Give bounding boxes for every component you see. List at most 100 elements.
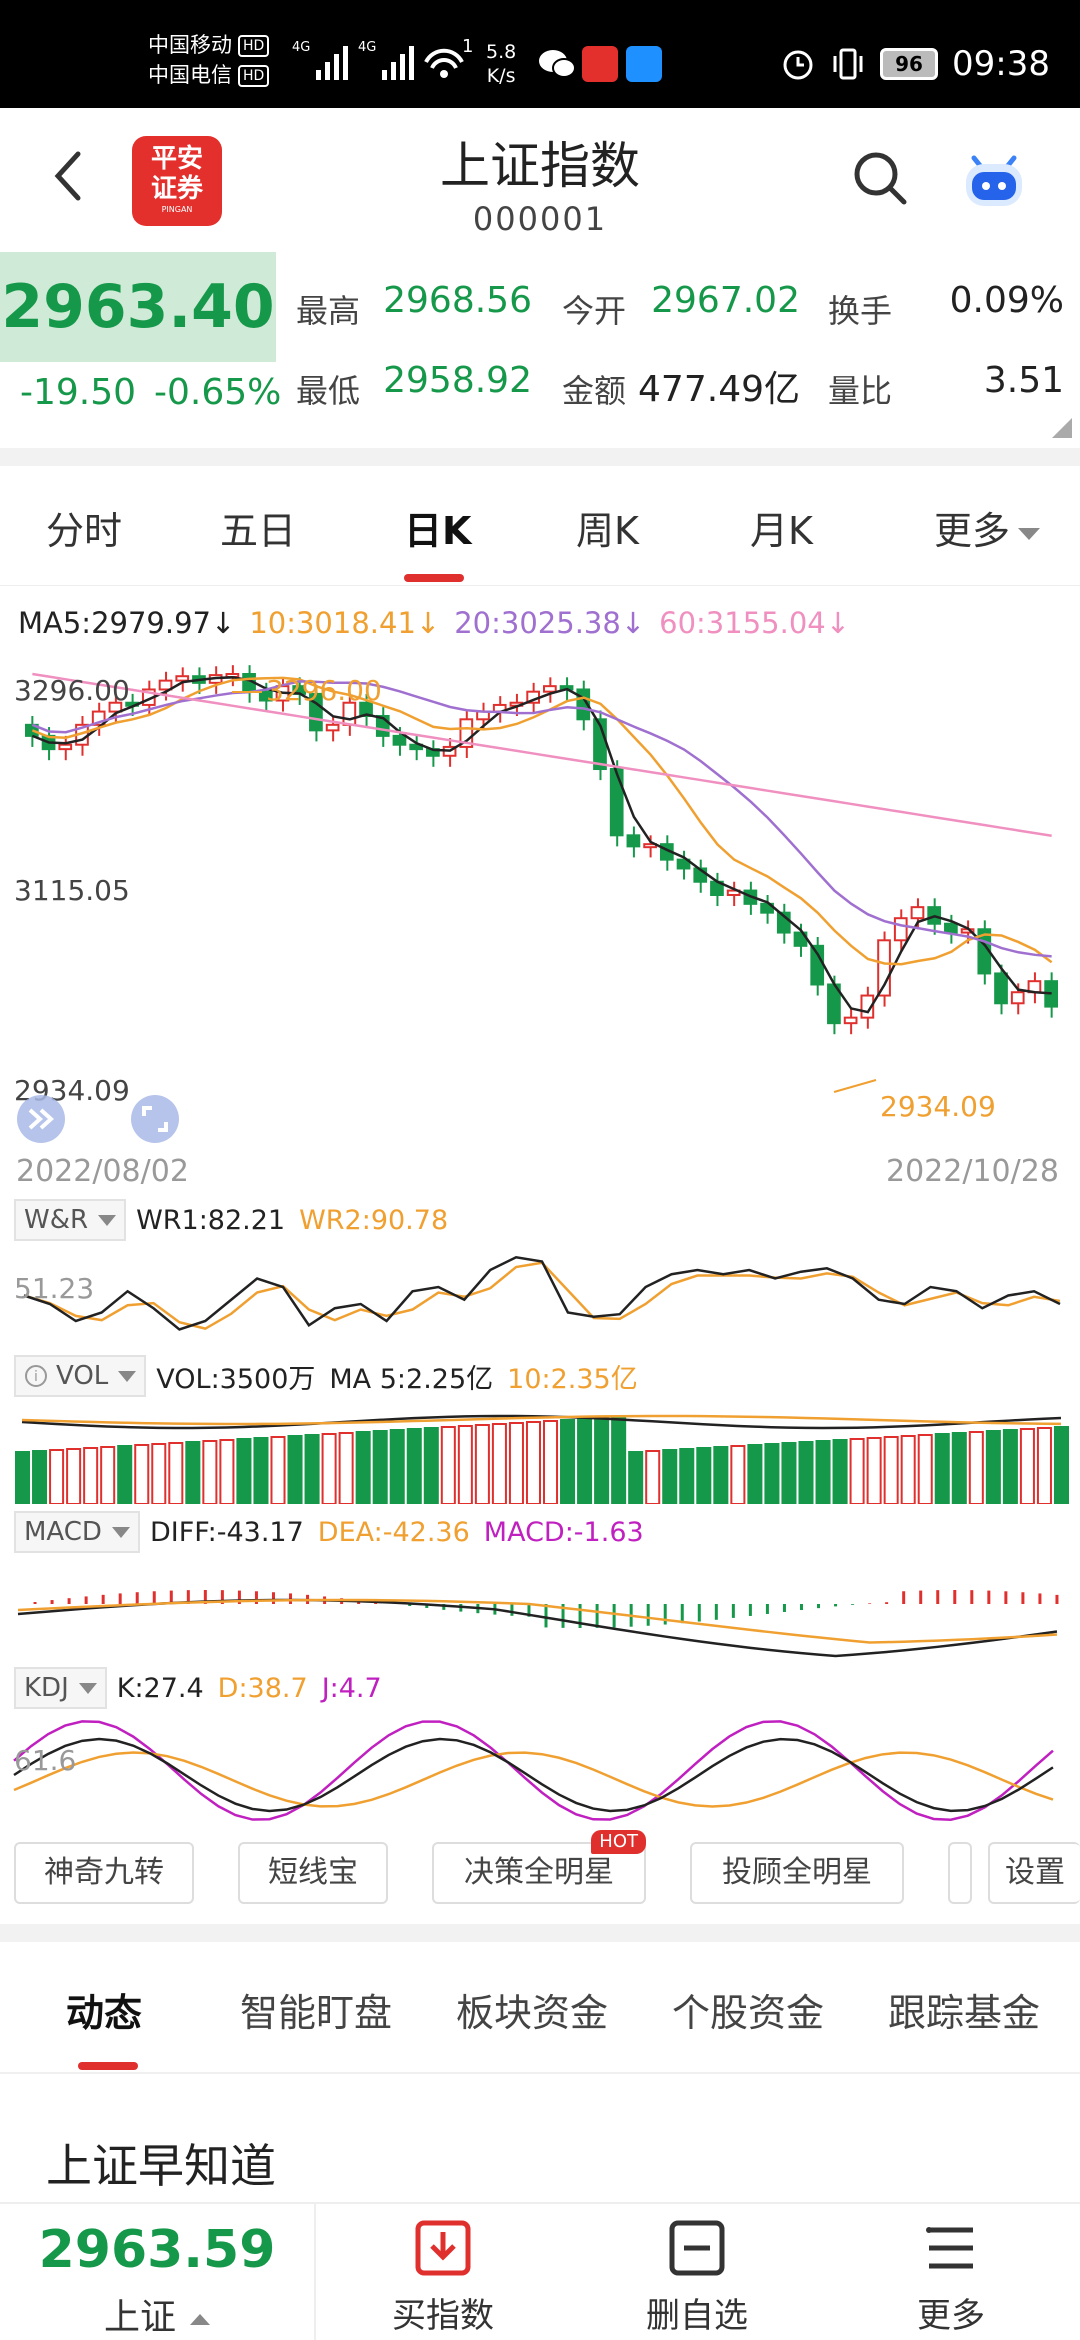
buy-index-button[interactable]: 买指数: [358, 2218, 528, 2337]
volume-bar-up: [900, 1435, 916, 1504]
stat-value: 3.51: [983, 360, 1064, 401]
settings-button[interactable]: 设置: [988, 1842, 1080, 1904]
active-tab-indicator: [78, 2062, 138, 2070]
kline-chart[interactable]: [0, 660, 1080, 1130]
volume-bar-up: [83, 1447, 99, 1504]
candle-up: [860, 994, 875, 1019]
volume-bar-down: [628, 1451, 644, 1504]
alarm-icon: [783, 50, 813, 80]
tool-short-line[interactable]: 短线宝: [238, 1842, 388, 1904]
tab-weekly-k[interactable]: 周K: [576, 509, 639, 553]
tab-five-day[interactable]: 五日: [220, 509, 297, 553]
tool-magic-nine[interactable]: 神奇九转: [14, 1842, 194, 1904]
volume-bar-up: [1036, 1427, 1052, 1504]
y-axis-high: 3296.00: [14, 674, 130, 707]
chevron-down-icon: [1018, 527, 1041, 540]
volume-bar-up: [100, 1446, 116, 1504]
tab-tracking-funds[interactable]: 跟踪基金: [888, 1991, 1041, 2035]
volume-bar-down: [798, 1441, 814, 1504]
candle-down: [576, 688, 591, 721]
candle-up: [893, 917, 908, 942]
volume-bar-down: [32, 1450, 48, 1504]
wr2-line: [23, 1261, 1061, 1330]
wr-selector[interactable]: W&R: [14, 1199, 127, 1241]
last-price: 2963.40: [0, 252, 276, 362]
macd-value: MACD:-1.63: [483, 1516, 644, 1548]
stat-value: 0.09%: [949, 280, 1064, 321]
ma20-line: [31, 680, 1052, 958]
candle-down: [359, 701, 373, 717]
back-icon[interactable]: [48, 146, 88, 206]
chevron-down-icon: [111, 1526, 130, 1538]
wr2-value: WR2:90.78: [299, 1204, 449, 1236]
tab-minute[interactable]: 分时: [46, 509, 123, 553]
battery-icon: 96: [880, 48, 939, 80]
tab-more[interactable]: 更多: [934, 500, 1041, 555]
robot-assistant-icon[interactable]: [960, 148, 1028, 210]
volume-bar-up: [525, 1421, 541, 1504]
vol-ma10-line: [21, 1414, 1061, 1426]
bottom-index-name[interactable]: 上证: [0, 2288, 314, 2340]
tool-decision-star[interactable]: 决策全明星 HOT: [432, 1830, 646, 1904]
volume-bar-up: [151, 1443, 167, 1504]
bottom-nav: 2963.59 上证 买指数 删自选 更多: [0, 2202, 1080, 2340]
clock: 09:38: [952, 44, 1050, 84]
carrier-2: 中国电信: [148, 63, 232, 87]
candle-up: [58, 743, 73, 751]
volume-bar-down: [985, 1430, 1001, 1504]
hot-badge: HOT: [591, 1830, 646, 1854]
y-axis-mid: 3115.05: [14, 874, 130, 907]
wr-header: W&R WR1:82.21 WR2:90.78: [14, 1198, 462, 1242]
low-marker-line: [833, 1079, 877, 1093]
pingan-logo: 平安 证券 PINGAN: [132, 136, 222, 226]
candle-up: [325, 723, 340, 732]
remove-watchlist-button[interactable]: 删自选: [612, 2218, 782, 2337]
volume-bar-up: [457, 1425, 473, 1504]
ma5-line: [31, 676, 1052, 1014]
status-bar: 中国移动 HD 中国电信 HD 4G 4G 1 5.8 K/s 96 09:38: [0, 0, 1080, 108]
volume-bar-up: [883, 1436, 899, 1504]
tab-daily-k[interactable]: 日K: [404, 509, 472, 553]
vol-selector[interactable]: i VOL: [14, 1355, 147, 1397]
candle-up: [108, 701, 123, 713]
ma10-line: [31, 676, 1053, 966]
stat-label: 今开: [562, 292, 627, 330]
volume-bar-up: [474, 1424, 490, 1504]
bottom-price[interactable]: 2963.59: [38, 2220, 276, 2280]
macd-selector[interactable]: MACD: [14, 1511, 140, 1553]
stat-label: 金额: [562, 372, 627, 410]
tab-sector-funds[interactable]: 板块资金: [456, 1991, 609, 2035]
volume-bar-up: [968, 1431, 984, 1504]
macd-header: MACD DIFF:-43.17 DEA:-42.36 MACD:-1.63: [14, 1510, 658, 1554]
tab-stock-funds[interactable]: 个股资金: [672, 1991, 825, 2035]
divider: [314, 2204, 316, 2340]
app-header: 平安 证券 PINGAN 上证指数 000001: [0, 108, 1080, 250]
search-icon[interactable]: [852, 148, 908, 208]
volume-bar-down: [304, 1434, 320, 1504]
candle-down: [409, 743, 424, 751]
more-button[interactable]: 更多: [866, 2218, 1036, 2337]
fullscreen-icon[interactable]: [130, 1094, 180, 1144]
volume-bar-up: [338, 1432, 354, 1504]
fast-forward-icon[interactable]: [16, 1094, 66, 1144]
tab-news[interactable]: 动态: [66, 1991, 143, 2035]
expand-corner-icon[interactable]: [1052, 418, 1072, 438]
vol-ma5: MA 5:2.25亿: [329, 1363, 494, 1395]
tool-partial[interactable]: [948, 1842, 972, 1904]
tab-monthly-k[interactable]: 月K: [750, 509, 813, 553]
tab-smart-watch[interactable]: 智能盯盘: [240, 1991, 393, 2035]
price-change: -19.50: [20, 372, 137, 413]
date-start: 2022/08/02: [16, 1154, 189, 1189]
kdj-k: K:27.4: [116, 1672, 204, 1704]
volume-bar-down: [934, 1433, 950, 1504]
stat-label: 量比: [828, 372, 893, 410]
wifi-icon: [424, 48, 464, 78]
candle-down: [626, 834, 641, 848]
tool-advisor-star[interactable]: 投顾全明星: [690, 1842, 904, 1904]
volume-bar-down: [696, 1447, 712, 1504]
stat-label: 换手: [828, 292, 893, 330]
macd-chart: [17, 1590, 1059, 1658]
kdj-selector[interactable]: KDJ: [14, 1667, 107, 1709]
vol-value: VOL:3500万: [156, 1363, 316, 1395]
volume-bar-down: [662, 1449, 678, 1504]
